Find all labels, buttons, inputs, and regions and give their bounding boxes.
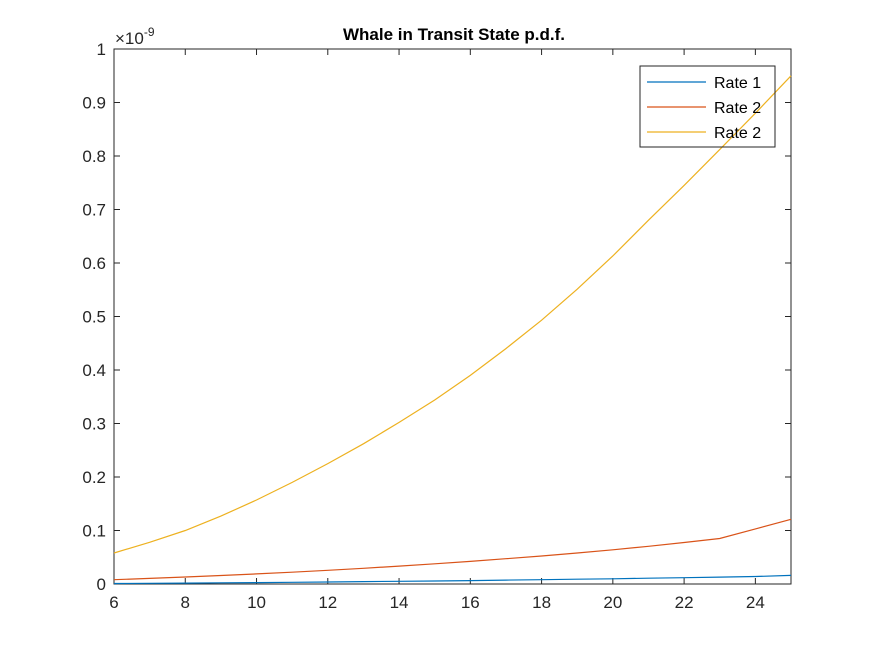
- x-tick-label: 22: [675, 593, 694, 612]
- y-tick-label: 0.8: [82, 147, 106, 166]
- legend-label-3: Rate 2: [714, 125, 761, 142]
- x-tick-label: 10: [247, 593, 266, 612]
- y-tick-label: 0.5: [82, 308, 106, 327]
- legend-box: [639, 65, 776, 148]
- y-axis-ticks: 0 0.1 0.2 0.3 0.4 0.5 0.6 0.7 0.8 0.9 1: [82, 40, 791, 594]
- series-line-3: [113, 75, 792, 554]
- x-tick-label: 24: [746, 593, 765, 612]
- legend-items: Rate 1 Rate 2 Rate 2: [647, 75, 761, 142]
- y-exponent-base: ×10: [115, 29, 144, 48]
- x-tick-label: 14: [390, 593, 409, 612]
- legend: Rate 1 Rate 2 Rate 2: [639, 65, 776, 148]
- y-tick-label: 0.2: [82, 468, 106, 487]
- series-line-1: [113, 574, 792, 585]
- x-tick-label: 16: [461, 593, 480, 612]
- y-exponent-power: -9: [144, 25, 155, 39]
- x-axis-ticks: 6 8 10 12 14 16 18 20 22 24: [109, 49, 765, 612]
- y-axis-exponent-label: ×10-9: [115, 25, 155, 48]
- axes-box: [113, 48, 792, 585]
- y-tick-label: 0: [97, 575, 106, 594]
- y-tick-label: 0.9: [82, 94, 106, 113]
- y-tick-label: 0.1: [82, 522, 106, 541]
- y-tick-label: 0.4: [82, 361, 106, 380]
- legend-label-2: Rate 2: [714, 100, 761, 117]
- x-tick-label: 6: [109, 593, 118, 612]
- x-tick-label: 18: [532, 593, 551, 612]
- legend-label-1: Rate 1: [714, 75, 761, 92]
- y-tick-label: 0.3: [82, 415, 106, 434]
- y-tick-label: 0.7: [82, 201, 106, 220]
- chart-title: Whale in Transit State p.d.f.: [343, 25, 565, 44]
- x-tick-label: 8: [181, 593, 190, 612]
- x-tick-label: 12: [318, 593, 337, 612]
- series-line-2: [113, 518, 792, 581]
- y-tick-label: 1: [97, 40, 106, 59]
- y-tick-label: 0.6: [82, 254, 106, 273]
- plot-area: 6 8 10 12 14 16 18 20 22 24 0 0.1 0.2 0.3 0.4 0.5 0.6 0.…: [82, 40, 792, 612]
- x-tick-label: 20: [603, 593, 622, 612]
- series-lines: [113, 75, 792, 585]
